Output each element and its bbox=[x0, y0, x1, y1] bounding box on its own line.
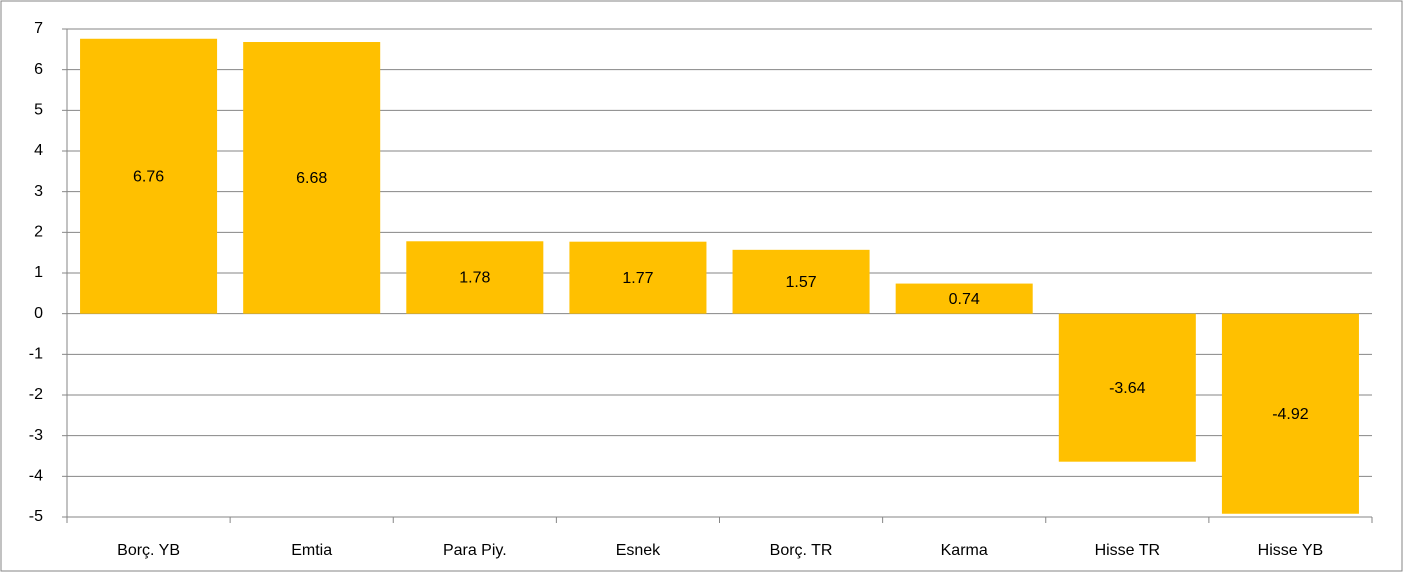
y-tick-label: -1 bbox=[29, 346, 43, 363]
y-tick-label: -2 bbox=[29, 386, 43, 403]
y-tick-label: 3 bbox=[34, 183, 43, 200]
y-tick-label: 7 bbox=[34, 20, 43, 37]
bar bbox=[80, 38, 218, 314]
bar bbox=[732, 249, 870, 314]
bar bbox=[1058, 313, 1196, 462]
bar bbox=[895, 283, 1033, 314]
bar bbox=[1221, 313, 1359, 514]
y-tick-label: 0 bbox=[34, 305, 43, 322]
data-label: 0.74 bbox=[949, 291, 980, 308]
y-tick-label: -4 bbox=[29, 468, 43, 485]
bar bbox=[243, 42, 381, 314]
data-label: 6.68 bbox=[296, 170, 327, 187]
x-tick-label: Emtia bbox=[291, 542, 332, 559]
data-label: -3.64 bbox=[1109, 380, 1146, 397]
data-label: -4.92 bbox=[1272, 406, 1309, 423]
y-tick-label: 2 bbox=[34, 224, 43, 241]
y-tick-label: 5 bbox=[34, 102, 43, 119]
data-label: 1.57 bbox=[785, 274, 816, 291]
bar bbox=[406, 241, 544, 314]
x-tick-label: Hisse TR bbox=[1095, 542, 1161, 559]
x-tick-label: Para Piy. bbox=[443, 542, 507, 559]
y-tick-label: -3 bbox=[29, 427, 43, 444]
data-label: 1.77 bbox=[622, 270, 653, 287]
data-label: 6.76 bbox=[133, 168, 164, 185]
x-tick-label: Karma bbox=[941, 542, 988, 559]
x-tick-label: Esnek bbox=[616, 542, 661, 559]
y-tick-label: 4 bbox=[34, 142, 43, 159]
y-tick-label: 6 bbox=[34, 61, 43, 78]
x-tick-label: Borç. TR bbox=[770, 542, 833, 559]
y-tick-label: -5 bbox=[29, 508, 43, 525]
y-tick-label: 1 bbox=[34, 264, 43, 281]
x-tick-label: Borç. YB bbox=[117, 542, 180, 559]
bar bbox=[569, 241, 707, 314]
data-label: 1.78 bbox=[459, 270, 490, 287]
x-tick-label: Hisse YB bbox=[1258, 542, 1324, 559]
